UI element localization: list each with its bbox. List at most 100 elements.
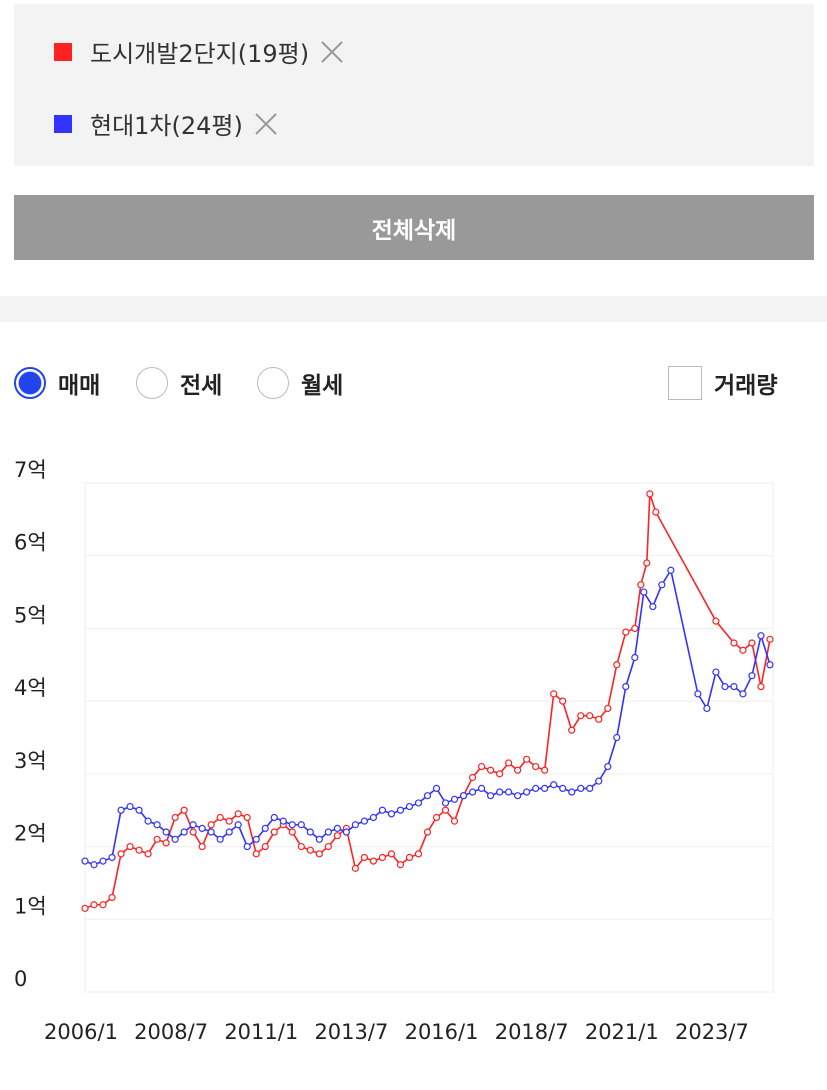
data-point xyxy=(748,672,756,680)
data-point xyxy=(514,792,522,800)
data-point xyxy=(135,846,143,854)
data-point xyxy=(541,784,549,792)
series-line xyxy=(84,493,771,910)
data-point xyxy=(216,813,224,822)
legend-item: 도시개발2단지(19평) xyxy=(54,34,345,69)
data-point xyxy=(595,715,603,723)
y-tick-label: 4억 xyxy=(14,676,47,700)
data-point xyxy=(739,690,747,698)
data-point xyxy=(757,632,765,640)
data-point xyxy=(81,857,89,865)
data-point xyxy=(658,581,666,589)
divider xyxy=(0,296,827,322)
remove-icon[interactable] xyxy=(319,39,345,65)
data-point xyxy=(198,824,206,832)
plot-area xyxy=(84,482,774,993)
data-point xyxy=(712,617,720,625)
x-tick-label: 2008/7 xyxy=(134,1020,208,1044)
data-point xyxy=(135,806,143,814)
data-point xyxy=(171,813,179,822)
data-point xyxy=(595,777,603,785)
data-point xyxy=(189,821,197,829)
data-point xyxy=(450,817,459,825)
data-point xyxy=(144,817,152,825)
data-point xyxy=(99,857,107,865)
data-point xyxy=(324,828,332,836)
data-point xyxy=(712,668,720,676)
data-point xyxy=(180,828,188,836)
data-point xyxy=(306,828,314,836)
data-point xyxy=(766,635,774,643)
y-tick-label: 1억 xyxy=(14,894,47,918)
data-point xyxy=(252,835,260,843)
x-tick-label: 2021/1 xyxy=(585,1020,659,1044)
data-point xyxy=(333,832,341,840)
chart: 0 1억 2억 3억 4억 5억 6억 7억 2006/1 2008/7 2011/1 2013/7 2… xyxy=(14,458,774,1044)
data-point xyxy=(550,690,558,698)
data-point xyxy=(637,581,645,589)
data-point xyxy=(703,704,711,713)
data-point xyxy=(180,806,188,814)
radio[interactable] xyxy=(136,367,168,399)
x-tick-label: 2013/7 xyxy=(314,1020,388,1044)
data-point xyxy=(333,824,341,832)
y-tick-label: 0 xyxy=(14,967,27,991)
data-point xyxy=(297,842,305,851)
data-point xyxy=(153,821,161,829)
data-point xyxy=(766,661,774,669)
data-point xyxy=(270,813,278,822)
remove-icon[interactable] xyxy=(253,111,279,137)
data-point xyxy=(432,813,441,822)
data-point xyxy=(604,704,612,713)
data-point xyxy=(496,788,504,796)
radio[interactable] xyxy=(14,367,46,399)
y-tick-label: 7억 xyxy=(14,458,47,482)
radio[interactable] xyxy=(257,367,289,399)
volume-option[interactable]: 거래량 xyxy=(668,366,777,400)
data-point xyxy=(225,828,233,836)
radio-option[interactable]: 전세 xyxy=(136,366,222,400)
data-point xyxy=(441,806,450,814)
data-point xyxy=(225,817,233,825)
data-point xyxy=(90,861,98,869)
radio-label: 매매 xyxy=(58,373,101,399)
data-point xyxy=(153,835,161,843)
data-point xyxy=(757,683,765,691)
data-point xyxy=(108,853,116,862)
data-point xyxy=(324,842,332,851)
data-point xyxy=(568,726,576,734)
data-point xyxy=(550,781,558,789)
y-tick-label: 3억 xyxy=(14,749,47,773)
data-point xyxy=(117,806,125,814)
data-point xyxy=(126,802,134,811)
data-point xyxy=(315,850,323,858)
data-point xyxy=(523,788,531,796)
data-point xyxy=(396,806,405,814)
data-point xyxy=(559,697,567,705)
y-tick-label: 6억 xyxy=(14,531,47,555)
data-point xyxy=(108,893,116,902)
data-point xyxy=(117,850,125,858)
data-point xyxy=(730,639,738,647)
checkbox[interactable] xyxy=(668,366,702,400)
data-point xyxy=(243,842,251,851)
data-point xyxy=(297,821,305,829)
data-point xyxy=(387,810,396,818)
data-point xyxy=(162,828,170,836)
data-point xyxy=(640,588,648,596)
data-point xyxy=(468,788,477,796)
data-point xyxy=(99,901,107,909)
data-point xyxy=(405,853,414,862)
data-point xyxy=(243,813,251,822)
data-point xyxy=(496,770,504,778)
data-point xyxy=(622,683,630,691)
data-point xyxy=(559,784,567,792)
x-tick-label: 2016/1 xyxy=(405,1020,479,1044)
radio-option[interactable]: 매매 xyxy=(14,366,100,400)
radio-label: 월세 xyxy=(301,373,344,399)
data-point xyxy=(396,861,405,869)
x-tick-label: 2006/1 xyxy=(44,1020,118,1044)
delete-all-button[interactable]: 전체삭제 xyxy=(14,195,814,260)
radio-option[interactable]: 월세 xyxy=(257,366,343,400)
